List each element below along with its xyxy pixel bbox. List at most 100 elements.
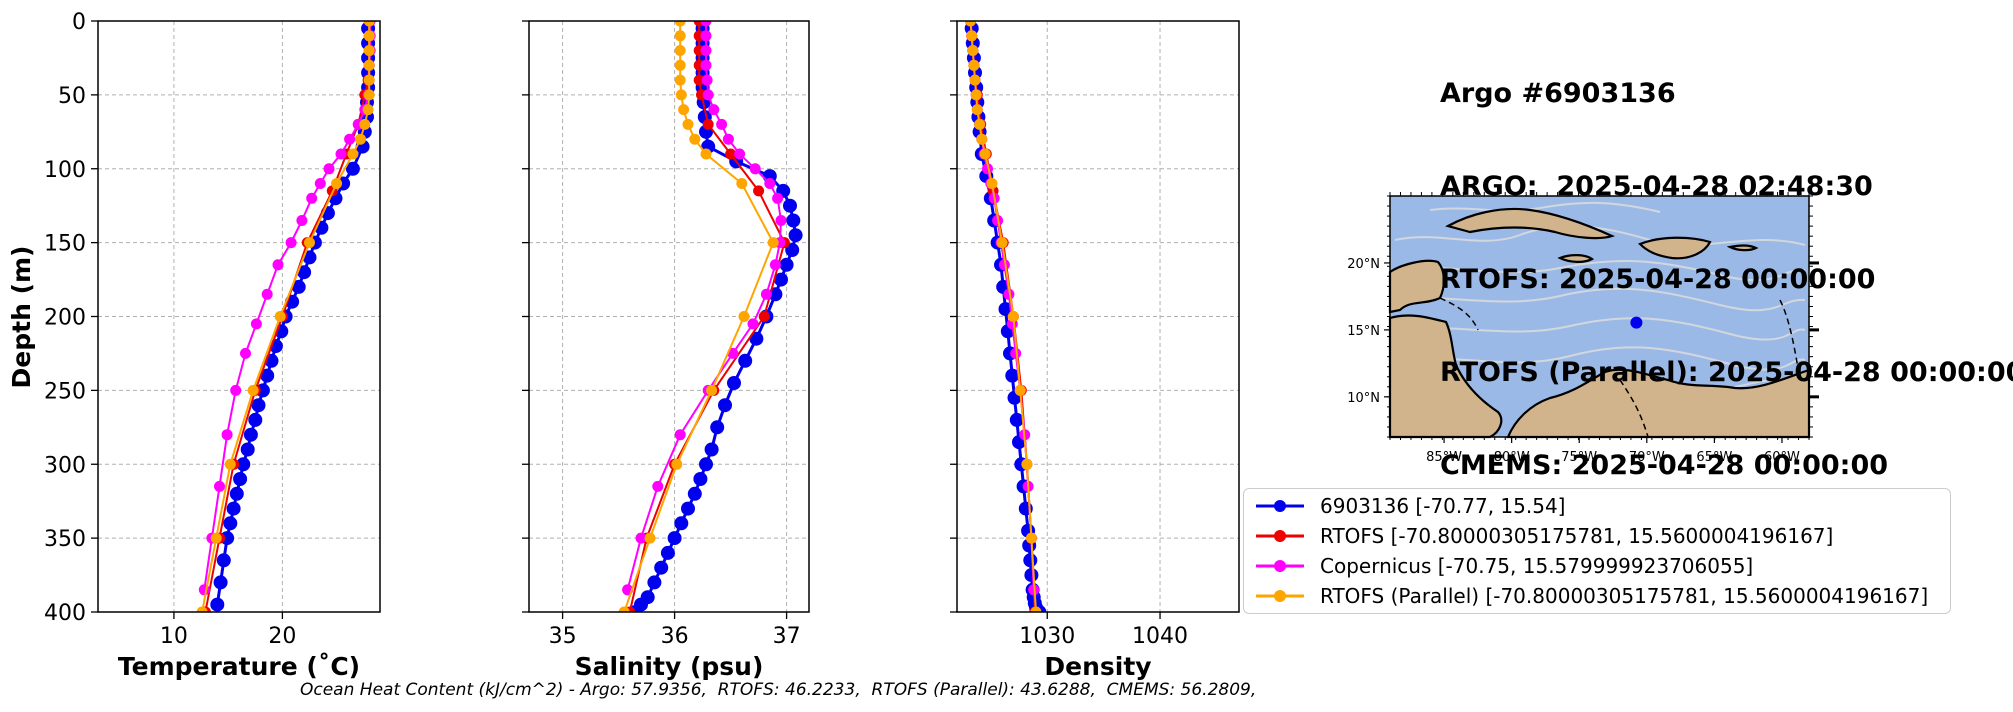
data-point bbox=[236, 457, 251, 472]
data-point bbox=[345, 161, 360, 176]
data-point bbox=[681, 501, 695, 516]
data-point bbox=[736, 178, 748, 189]
data-point bbox=[674, 30, 686, 42]
data-point bbox=[296, 215, 308, 226]
data-point bbox=[1021, 458, 1033, 470]
data-point bbox=[986, 178, 998, 189]
data-point bbox=[674, 59, 686, 71]
data-point bbox=[722, 133, 734, 145]
data-point bbox=[998, 259, 1010, 271]
data-point bbox=[1014, 384, 1026, 396]
data-point bbox=[971, 104, 983, 116]
data-point bbox=[331, 178, 343, 189]
legend-entry: RTOFS (Parallel) [-70.80000305175781, 15… bbox=[1254, 581, 1928, 611]
legend-swatch bbox=[1256, 590, 1304, 602]
data-point bbox=[725, 148, 737, 160]
y-tick-label: 0 bbox=[72, 10, 86, 35]
y-tick-label: 150 bbox=[44, 232, 86, 257]
data-point bbox=[708, 104, 720, 116]
data-point bbox=[786, 213, 801, 228]
data-point bbox=[363, 59, 375, 71]
data-point bbox=[772, 192, 784, 204]
map-lon-label: 70°W bbox=[1629, 450, 1665, 465]
data-point bbox=[700, 21, 712, 27]
data-point bbox=[674, 45, 686, 56]
data-point bbox=[682, 118, 694, 130]
data-point bbox=[979, 148, 991, 160]
data-point bbox=[706, 384, 718, 396]
x-tick-label: 1040 bbox=[1132, 624, 1188, 649]
y-tick-label: 250 bbox=[44, 379, 86, 404]
data-point bbox=[359, 118, 371, 130]
data-point bbox=[700, 30, 712, 42]
data-point bbox=[779, 257, 794, 272]
salinity-panel: 35 36 37 Salinity (psu) bbox=[522, 20, 810, 681]
data-point bbox=[248, 412, 263, 427]
legend: 6903136 [-70.77, 15.54] RTOFS [-70.80000… bbox=[1243, 488, 1951, 614]
series-group bbox=[196, 21, 376, 612]
depth-axis-label: Depth (m) bbox=[7, 246, 36, 389]
data-point bbox=[1009, 412, 1024, 427]
location-map: 20°N 15°N 10°N 85°W 80°W 75°W 70°W 65°W 60°W bbox=[1347, 192, 1819, 465]
data-point bbox=[1003, 288, 1015, 300]
float-position-marker bbox=[1630, 316, 1643, 329]
data-point bbox=[1025, 532, 1037, 544]
title-line: RTOFS (Parallel): 2025-04-28 00:00:00 bbox=[1440, 357, 2013, 388]
data-point bbox=[1005, 368, 1020, 383]
data-point bbox=[783, 198, 797, 213]
map-lat-label: 15°N bbox=[1347, 324, 1380, 339]
data-point bbox=[198, 584, 210, 596]
x-tick-label: 10 bbox=[160, 624, 188, 649]
map-latitude-ticks: 20°N 15°N 10°N bbox=[1347, 195, 1819, 438]
legend-label: RTOFS [-70.80000305175781, 15.5600004196… bbox=[1320, 524, 1834, 548]
data-point bbox=[700, 148, 712, 160]
legend-label: 6903136 [-70.77, 15.54] bbox=[1320, 494, 1566, 518]
data-point bbox=[335, 148, 347, 160]
data-point bbox=[667, 531, 682, 546]
x-axis-label: Salinity (psu) bbox=[575, 652, 764, 681]
jamaica bbox=[1557, 254, 1595, 263]
map-boundaries bbox=[1439, 297, 1801, 438]
legend-entry: RTOFS [-70.80000305175781, 15.5600004196… bbox=[1254, 521, 1833, 551]
data-point bbox=[674, 429, 686, 441]
data-point bbox=[221, 429, 233, 441]
data-point bbox=[785, 243, 800, 257]
data-point bbox=[304, 237, 315, 249]
data-point bbox=[753, 185, 765, 197]
data-point bbox=[210, 597, 225, 612]
map-lat-label: 20°N bbox=[1347, 257, 1380, 272]
data-point bbox=[760, 288, 772, 300]
data-point bbox=[647, 575, 662, 590]
data-point bbox=[216, 553, 231, 568]
data-point bbox=[727, 376, 741, 390]
data-point bbox=[213, 575, 228, 590]
data-point bbox=[718, 398, 732, 413]
density-panel: 1030 1040 Density bbox=[950, 20, 1240, 681]
data-point bbox=[976, 133, 988, 145]
plot-frame bbox=[956, 20, 1240, 613]
y-tick-label: 200 bbox=[44, 306, 86, 331]
data-point bbox=[652, 480, 664, 492]
data-point bbox=[363, 21, 375, 27]
data-point bbox=[1007, 311, 1019, 322]
x-tick-label: 35 bbox=[549, 624, 577, 649]
data-point bbox=[618, 606, 630, 612]
puerto-rico bbox=[1726, 244, 1759, 252]
data-point bbox=[240, 442, 255, 457]
data-point bbox=[226, 501, 241, 516]
data-point bbox=[196, 606, 208, 612]
map-lon-label: 60°W bbox=[1764, 450, 1800, 465]
title-line: CMEMS: 2025-04-28 00:00:00 bbox=[1440, 450, 1889, 481]
data-point bbox=[297, 265, 312, 280]
data-point bbox=[701, 74, 713, 86]
yucatan bbox=[1388, 259, 1445, 314]
data-point bbox=[678, 104, 690, 116]
figure-title: Argo #6903136 ARGO: 2025-04-28 02:48:30 … bbox=[1440, 16, 2013, 512]
map-longitude-ticks: 85°W 80°W 75°W 70°W 65°W 60°W bbox=[1389, 192, 1810, 465]
data-point bbox=[1023, 553, 1038, 568]
map-lat-label: 10°N bbox=[1347, 391, 1380, 406]
data-point bbox=[344, 133, 356, 145]
data-point bbox=[274, 311, 286, 322]
legend-entry: 6903136 [-70.77, 15.54] bbox=[1254, 491, 1565, 521]
map-lon-label: 65°W bbox=[1696, 450, 1732, 465]
